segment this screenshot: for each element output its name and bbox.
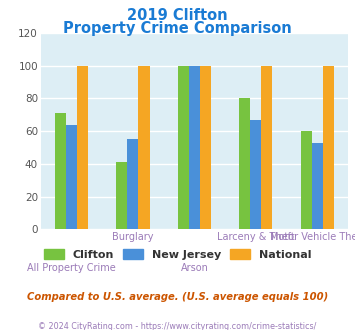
Bar xyxy=(312,143,323,229)
Bar xyxy=(261,66,272,229)
Bar xyxy=(250,120,261,229)
Bar xyxy=(55,113,66,229)
Bar xyxy=(77,66,88,229)
Bar xyxy=(116,162,127,229)
Text: © 2024 CityRating.com - https://www.cityrating.com/crime-statistics/: © 2024 CityRating.com - https://www.city… xyxy=(38,322,317,330)
Bar xyxy=(200,66,211,229)
Bar xyxy=(178,66,189,229)
Bar xyxy=(127,139,138,229)
Bar xyxy=(323,66,334,229)
Legend: Clifton, New Jersey, National: Clifton, New Jersey, National xyxy=(44,249,311,260)
Text: Compared to U.S. average. (U.S. average equals 100): Compared to U.S. average. (U.S. average … xyxy=(27,292,328,302)
Bar xyxy=(301,131,312,229)
Text: Property Crime Comparison: Property Crime Comparison xyxy=(63,21,292,36)
Bar xyxy=(239,98,250,229)
Bar xyxy=(189,66,200,229)
Text: 2019 Clifton: 2019 Clifton xyxy=(127,8,228,23)
Bar xyxy=(138,66,149,229)
Text: All Property Crime: All Property Crime xyxy=(27,263,116,273)
Text: Arson: Arson xyxy=(180,263,208,273)
Bar xyxy=(66,125,77,229)
